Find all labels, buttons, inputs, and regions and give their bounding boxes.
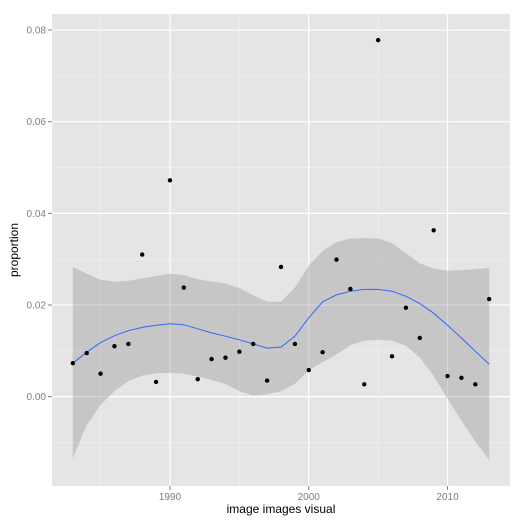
data-point: [237, 349, 242, 354]
data-point: [140, 252, 145, 257]
data-point: [112, 344, 117, 349]
y-tick-label: 0.04: [27, 209, 47, 220]
data-point: [223, 355, 228, 360]
data-point: [98, 371, 103, 376]
data-point: [417, 335, 422, 341]
y-tick-label: 0.00: [27, 392, 47, 403]
data-point: [126, 341, 131, 347]
data-point: [486, 296, 492, 302]
data-point: [362, 382, 367, 387]
data-point: [334, 257, 339, 262]
data-point: [389, 354, 395, 359]
data-point: [278, 264, 284, 270]
y-tick-label: 0.06: [27, 117, 47, 128]
data-points: [70, 37, 492, 387]
data-point: [445, 373, 450, 379]
data-point: [84, 350, 89, 356]
data-point: [70, 360, 76, 366]
x-axis-title: image images visual: [227, 502, 336, 516]
x-tick-label: 2010: [436, 492, 459, 503]
smooth-trend-line: [72, 288, 490, 365]
data-point: [251, 341, 256, 347]
x-tick-label: 2000: [298, 492, 321, 503]
data-point: [459, 375, 464, 381]
data-point: [195, 377, 200, 382]
data-point: [209, 356, 214, 362]
y-axis-title: proportion: [7, 223, 21, 277]
data-point: [264, 378, 270, 383]
data-point: [181, 285, 187, 290]
data-point: [403, 305, 409, 310]
x-axis-ticks: 1990 2000 2010: [159, 486, 459, 503]
data-point: [375, 37, 381, 43]
confidence-ribbon: [72, 238, 490, 460]
minor-gridlines: [52, 14, 510, 486]
x-tick-label: 1990: [159, 492, 182, 503]
y-tick-label: 0.08: [27, 26, 47, 37]
plot-panel: [52, 14, 510, 486]
data-point: [320, 349, 325, 355]
major-gridlines: [52, 14, 510, 486]
data-point: [473, 382, 478, 387]
y-tick-label: 0.02: [27, 300, 47, 311]
data-point: [167, 178, 173, 183]
data-point: [153, 379, 159, 385]
data-point: [306, 367, 311, 373]
data-point: [431, 228, 436, 233]
data-point: [348, 286, 353, 292]
data-point: [292, 341, 298, 347]
y-axis-ticks: 0.00 0.02 0.04 0.06 0.08: [27, 26, 52, 403]
